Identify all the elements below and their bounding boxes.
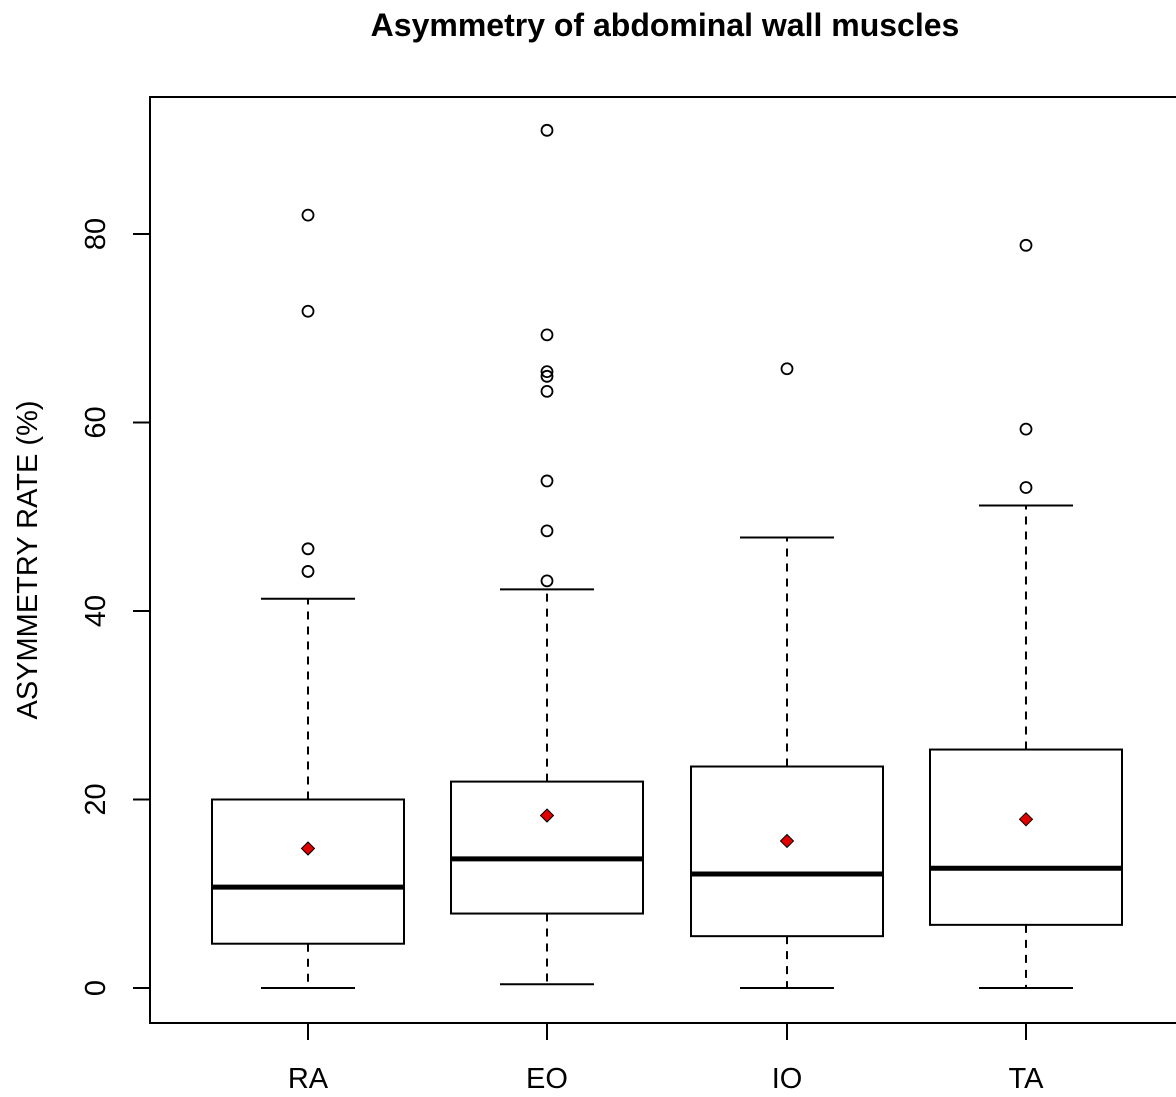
- y-tick-label: 40: [80, 595, 112, 627]
- x-tick-label: TA: [1009, 1063, 1045, 1095]
- y-tick-label: 0: [80, 980, 112, 996]
- box-io: [690, 362, 884, 989]
- box-ra: [211, 208, 405, 989]
- outlier-point: [301, 565, 315, 578]
- outlier-point: [540, 328, 554, 342]
- iqr-box: [929, 748, 1123, 926]
- outlier-point: [1019, 422, 1033, 436]
- y-tick-label: 60: [80, 406, 112, 438]
- outlier-point: [540, 574, 554, 588]
- y-tick-label: 80: [80, 218, 112, 250]
- y-axis: 0 20 40 60 80: [80, 218, 151, 996]
- outlier-point: [1019, 481, 1033, 494]
- boxes-group: [211, 123, 1123, 989]
- box-ta: [929, 238, 1123, 989]
- outlier-point: [1019, 238, 1033, 252]
- outlier-point: [780, 362, 794, 376]
- outlier-point: [540, 384, 554, 398]
- x-tick-label: RA: [288, 1063, 329, 1095]
- y-tick-label: 20: [80, 783, 112, 815]
- outlier-point: [301, 304, 315, 318]
- x-tick-label: IO: [772, 1063, 803, 1095]
- outlier-point: [540, 524, 554, 538]
- x-axis: RA EO IO TA: [288, 1022, 1045, 1095]
- outlier-point: [540, 123, 554, 137]
- mean-marker: [300, 841, 316, 856]
- mean-marker: [539, 808, 555, 823]
- iqr-box: [450, 780, 644, 915]
- mean-marker: [1018, 812, 1034, 827]
- outlier-point: [540, 474, 554, 488]
- mean-marker: [779, 833, 795, 849]
- outlier-point: [301, 208, 315, 222]
- x-tick-label: EO: [526, 1063, 568, 1095]
- outlier-point: [540, 365, 554, 379]
- iqr-box: [690, 765, 884, 938]
- y-axis-label: ASYMMETRY RATE (%): [12, 400, 44, 719]
- outlier-point: [540, 369, 554, 383]
- box-eo: [450, 123, 644, 986]
- outlier-point: [301, 542, 315, 556]
- chart-title: Asymmetry of abdominal wall muscles: [371, 7, 960, 43]
- iqr-box: [211, 798, 405, 945]
